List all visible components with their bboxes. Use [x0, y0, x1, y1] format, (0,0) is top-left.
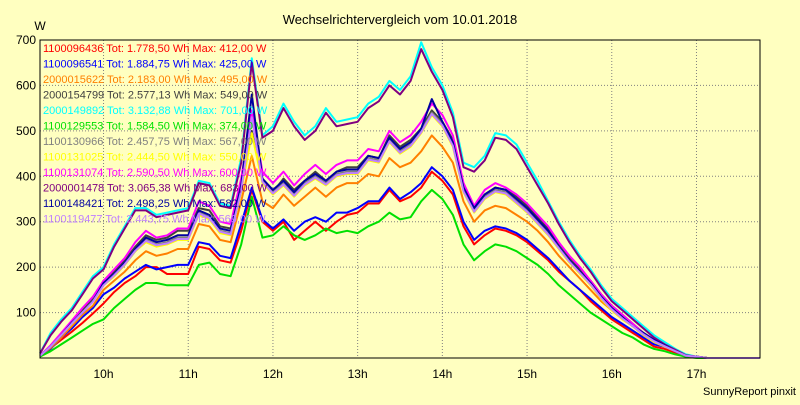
plot-frame [39, 39, 761, 359]
legend-entry: 1100130966 Tot: 2.457,75 Wh Max: 567,00 … [43, 136, 267, 148]
x-tick-label: 17h [686, 367, 706, 381]
legend: 1100096436 Tot: 1.778,50 Wh Max: 412,00 … [43, 43, 268, 226]
series-lines [39, 41, 760, 359]
legend-entry: 1100148421 Tot: 2.498,25 Wh Max: 582,00 … [43, 198, 267, 210]
legend-entry: 1100096541 Tot: 1.884,75 Wh Max: 425,00 … [43, 59, 267, 71]
x-axis-ticks: 10h 11h 12h 13h 14h 15h 16h 17h [94, 367, 707, 381]
series-line-12 [39, 113, 760, 359]
legend-entry: 1100096436 Tot: 1.778,50 Wh Max: 412,00 … [43, 43, 267, 55]
x-tick-label: 13h [348, 367, 368, 381]
x-tick-label: 12h [263, 367, 283, 381]
footer-credit: SunnyReport pinxit [703, 386, 796, 398]
legend-entry: 2000015622 Tot: 2.183,00 Wh Max: 495,00 … [43, 74, 268, 86]
legend-entry: 1100119477 Tot: 2.443,75 Wh Max: 569,00 … [43, 214, 266, 226]
legend-entry: 2000149892 Tot: 3.132,88 Wh Max: 701,00 … [43, 105, 268, 117]
chart-title: Wechselrichtervergleich vom 10.01.2018 [283, 12, 518, 27]
legend-entry: 1100129553 Tot: 1.584,50 Wh Max: 374,00 … [43, 121, 267, 133]
series-line-11 [39, 93, 760, 359]
x-tick-label: 11h [179, 367, 198, 381]
y-axis-ticks: 100 200 300 400 500 600 700 [16, 33, 36, 320]
y-tick-label: 700 [16, 33, 36, 47]
x-tick-label: 16h [602, 367, 622, 381]
y-tick-label: 100 [16, 306, 36, 320]
y-tick-label: 200 [16, 260, 36, 274]
legend-entry: 2000001478 Tot: 3.065,38 Wh Max: 683,00 … [43, 183, 268, 195]
y-axis-unit: W [34, 19, 46, 33]
x-tick-label: 14h [432, 367, 452, 381]
x-tick-label: 15h [517, 367, 537, 381]
series-line-10 [39, 48, 760, 359]
series-line-5 [39, 41, 760, 359]
y-tick-label: 500 [16, 124, 36, 138]
x-tick-label: 10h [94, 367, 114, 381]
series-line-6 [39, 188, 760, 359]
legend-entry: 1100131074 Tot: 2.590,50 Wh Max: 600,00 … [43, 167, 267, 179]
y-tick-label: 400 [16, 169, 36, 183]
y-tick-label: 300 [16, 215, 36, 229]
series-line-2 [39, 166, 760, 359]
legend-entry: 1100131025 Tot: 2.444,50 Wh Max: 550,00 … [43, 152, 267, 164]
y-tick-label: 600 [16, 78, 36, 92]
legend-entry: 2000154799 Tot: 2.577,13 Wh Max: 549,00 … [43, 90, 268, 102]
